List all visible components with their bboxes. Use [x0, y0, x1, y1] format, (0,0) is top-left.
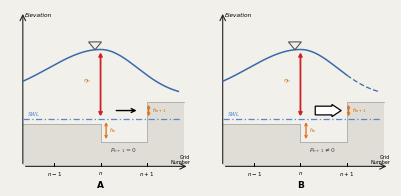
Bar [101, 142, 147, 166]
Text: Elevation: Elevation [225, 13, 252, 18]
Text: A: A [97, 181, 104, 190]
Bar [300, 142, 347, 166]
Text: $P_{n+1} \neq 0$: $P_{n+1} \neq 0$ [310, 146, 336, 155]
Text: Elevation: Elevation [25, 13, 52, 18]
Text: $h_n$: $h_n$ [309, 126, 316, 135]
Text: B: B [297, 181, 304, 190]
Text: $h_n$: $h_n$ [109, 126, 116, 135]
FancyArrow shape [315, 104, 341, 117]
Bar [23, 124, 101, 166]
Bar [147, 102, 184, 166]
Bar [223, 124, 300, 166]
Text: $n-1$: $n-1$ [247, 170, 262, 178]
Text: $\eta_n$: $\eta_n$ [83, 77, 91, 85]
Text: $P_{n+1} = 0$: $P_{n+1} = 0$ [109, 146, 136, 155]
Text: $n$: $n$ [298, 170, 303, 177]
Text: $h_{n+1}$: $h_{n+1}$ [352, 106, 367, 115]
Bar [347, 102, 384, 166]
Text: $h_{n+1}$: $h_{n+1}$ [152, 106, 167, 115]
Text: Grid
Number: Grid Number [170, 155, 190, 165]
Text: SWL: SWL [228, 112, 240, 117]
Text: $n+1$: $n+1$ [139, 170, 154, 178]
Text: $n$: $n$ [98, 170, 103, 177]
Text: SWL: SWL [28, 112, 41, 117]
Text: $n-1$: $n-1$ [47, 170, 62, 178]
Text: $\eta_n$: $\eta_n$ [283, 77, 291, 85]
Text: Grid
Number: Grid Number [370, 155, 390, 165]
Text: $n+1$: $n+1$ [339, 170, 354, 178]
